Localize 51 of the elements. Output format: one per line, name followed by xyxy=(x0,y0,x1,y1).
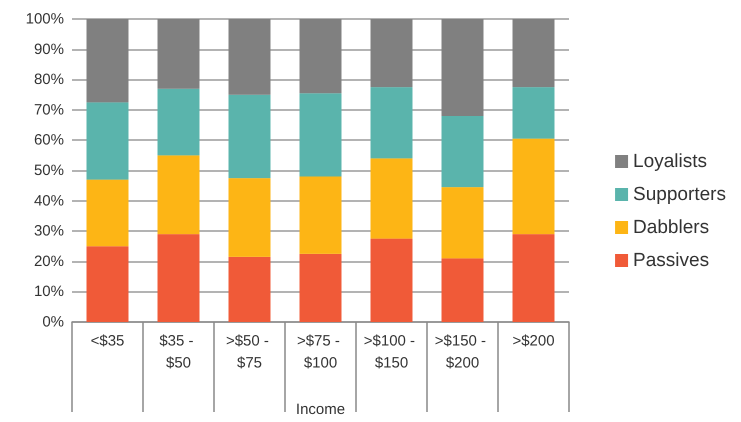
y-tick-label: 80% xyxy=(34,71,64,88)
y-tick-label: 10% xyxy=(34,283,64,300)
bar xyxy=(86,180,128,246)
legend-label: Passives xyxy=(633,250,710,271)
bar xyxy=(370,87,412,158)
bar xyxy=(228,19,270,95)
bar xyxy=(512,234,554,322)
bar xyxy=(512,87,554,139)
bar xyxy=(300,19,342,94)
bar xyxy=(158,234,200,322)
bar xyxy=(86,102,128,180)
y-tick-label: 0% xyxy=(42,314,64,330)
y-tick-label: 50% xyxy=(34,162,64,179)
x-tick-label: >$75 - $100 xyxy=(296,332,344,372)
y-tick-label: 60% xyxy=(34,132,64,149)
y-tick-label: 40% xyxy=(34,192,64,210)
bar xyxy=(300,254,342,322)
bar xyxy=(228,256,270,322)
bar xyxy=(228,94,270,178)
bar xyxy=(370,158,412,239)
bar xyxy=(512,19,554,88)
bar xyxy=(370,238,412,322)
bar xyxy=(442,187,484,258)
bar xyxy=(442,116,484,188)
x-tick-label: <$35 xyxy=(90,332,124,350)
bar xyxy=(300,176,342,254)
bar xyxy=(370,19,412,88)
y-tick-label: 30% xyxy=(34,222,64,240)
legend-label: Loyalists xyxy=(633,151,707,172)
x-tick-label: >$100 - $150 xyxy=(364,332,420,372)
x-tick-label: $35 - $50 xyxy=(159,332,198,372)
bar xyxy=(158,155,200,234)
x-tick-label: >$50 - $75 xyxy=(226,332,274,372)
bar xyxy=(86,19,128,102)
legend-label: Dabblers xyxy=(633,217,710,238)
y-tick-label: 20% xyxy=(34,252,64,270)
y-tick-label: 70% xyxy=(34,101,64,118)
bar xyxy=(228,178,270,257)
bar xyxy=(442,258,484,322)
bar xyxy=(158,19,200,89)
bar xyxy=(442,19,484,116)
bar xyxy=(158,88,200,156)
x-tick-label: >$200 xyxy=(512,332,555,350)
y-tick-label: 100% xyxy=(26,10,64,28)
bar xyxy=(300,93,342,177)
x-tick-label: >$150 - $200 xyxy=(434,332,490,372)
x-axis-title: Income xyxy=(296,401,346,418)
bar xyxy=(512,138,554,234)
bar xyxy=(86,246,128,322)
y-tick-label: 90% xyxy=(34,40,64,58)
legend-label: Supporters xyxy=(633,184,726,205)
